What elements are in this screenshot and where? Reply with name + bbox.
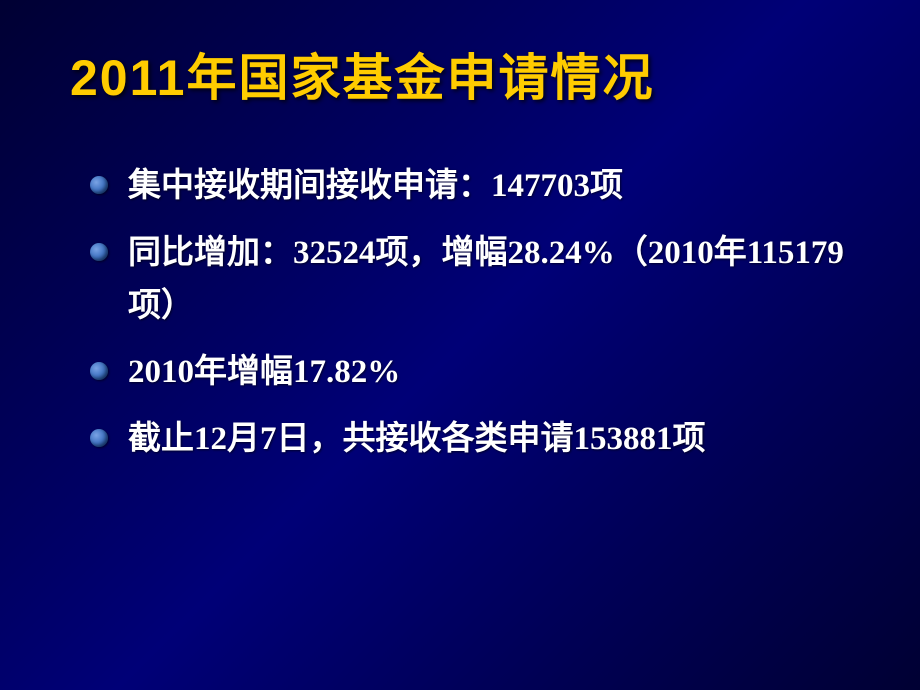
bullet-item: 同比增加：32524项，增幅28.24%（2010年115179项） bbox=[90, 227, 870, 333]
bullet-item: 集中接收期间接收申请：147703项 bbox=[90, 160, 870, 213]
presentation-slide: 2011年国家基金申请情况 集中接收期间接收申请：147703项 同比增加：32… bbox=[0, 0, 920, 690]
bullet-item: 2010年增幅17.82% bbox=[90, 346, 870, 399]
slide-title: 2011年国家基金申请情况 bbox=[70, 38, 870, 110]
bullet-list: 集中接收期间接收申请：147703项 同比增加：32524项，增幅28.24%（… bbox=[70, 160, 870, 466]
bullet-item: 截止12月7日，共接收各类申请153881项 bbox=[90, 413, 870, 466]
